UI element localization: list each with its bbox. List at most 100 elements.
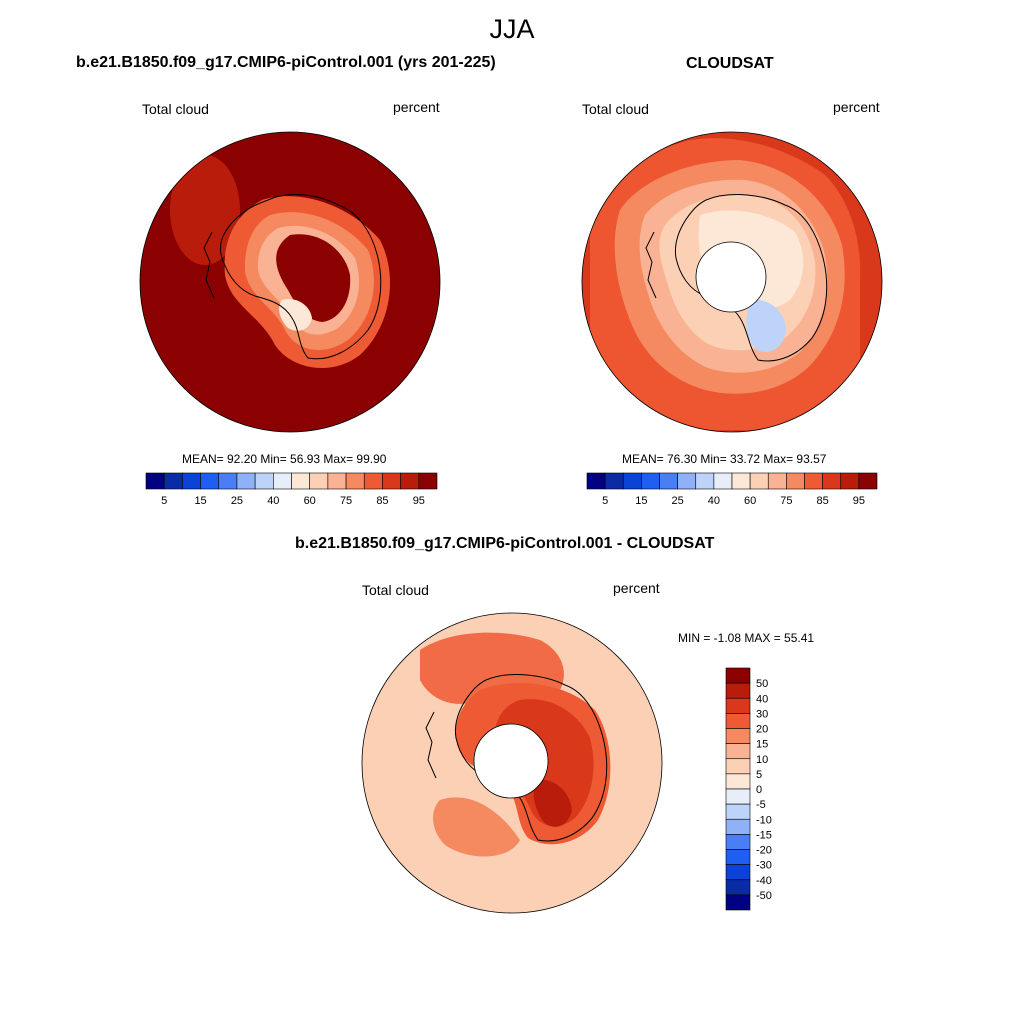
colorbar-tick-label: 25 [231, 495, 243, 507]
colorbar-swatch [749, 472, 769, 490]
colorbar-tick-label: -5 [756, 799, 766, 811]
colorbar-swatch [725, 743, 751, 760]
panel-title-obs: CLOUDSAT [686, 55, 774, 72]
colorbar-swatch [695, 472, 715, 490]
colorbar-swatch [731, 472, 751, 490]
colorbar-tick-label: 40 [708, 495, 720, 507]
colorbar-swatch [713, 472, 733, 490]
units-label-obs: percent [833, 99, 880, 115]
colorbar-tick-label: 30 [756, 708, 768, 720]
colorbar-tick-label: 25 [672, 495, 684, 507]
colorbar-swatch [767, 472, 787, 490]
colorbar-swatch [641, 472, 660, 490]
colorbar-swatch [586, 472, 606, 490]
stats-diff: MIN = -1.08 MAX = 55.41 [678, 631, 815, 645]
colorbar-tick-label: 0 [756, 784, 762, 796]
colorbar-swatch [236, 472, 256, 490]
colorbar-swatch [858, 472, 878, 490]
colorbar-tick-label: 20 [756, 724, 768, 736]
map-border-model [139, 131, 441, 433]
colorbar-swatch [182, 472, 201, 490]
colorbar-swatch [804, 472, 823, 490]
colorbar-swatch [382, 472, 401, 490]
colorbar-tick-label: 95 [853, 495, 865, 507]
colorbar-swatch [363, 472, 383, 490]
colorbar-swatch [200, 472, 220, 490]
page-title: JJA [489, 14, 535, 44]
colorbar-swatch [345, 472, 365, 490]
colorbar-swatch [218, 472, 238, 490]
colorbar-swatch [291, 472, 310, 490]
colorbar-swatch [604, 472, 624, 490]
colorbar-tick-label: -20 [756, 845, 772, 857]
colorbar-swatch [786, 472, 805, 490]
colorbar-tick-label: -40 [756, 875, 772, 887]
colorbar-tick-label: 60 [744, 495, 756, 507]
colorbar-swatch [659, 472, 678, 490]
colorbar-tick-label: -10 [756, 814, 772, 826]
colorbar-tick-label: 60 [304, 495, 316, 507]
colorbar-tick-label: -15 [756, 829, 772, 841]
colorbar-swatch [327, 472, 347, 490]
colorbar-tick-label: 50 [756, 678, 768, 690]
colorbar-swatch [273, 472, 292, 490]
map-border-diff [361, 612, 663, 914]
colorbar-tick-label: 75 [780, 495, 792, 507]
map-border-obs [581, 131, 883, 433]
colorbar-swatch [725, 667, 751, 684]
panel-title-diff: b.e21.B1850.f09_g17.CMIP6-piControl.001 … [295, 535, 715, 552]
colorbar-swatch [622, 472, 642, 490]
map-diff [362, 613, 662, 913]
colorbar-swatch [254, 472, 274, 490]
colorbar-swatch [725, 773, 751, 790]
colorbar-tick-label: 5 [602, 495, 608, 507]
stats-obs: MEAN= 76.30 Min= 33.72 Max= 93.57 [622, 452, 827, 466]
colorbar-swatch [725, 849, 751, 865]
colorbar-swatch [145, 472, 165, 490]
colorbar-model: 5 15 25 40 60 75 85 95 [145, 472, 438, 507]
colorbar-swatch [725, 818, 751, 835]
colorbar-obs: 5 15 25 40 60 75 85 95 [586, 472, 878, 507]
colorbar-swatch [725, 758, 751, 775]
colorbar-swatch [725, 682, 751, 699]
colorbar-swatch [725, 894, 751, 911]
map-obs [582, 132, 882, 432]
colorbar-tick-label: 5 [161, 495, 167, 507]
colorbar-tick-label: 75 [340, 495, 352, 507]
colorbar-swatch [725, 788, 751, 805]
units-label-model: percent [393, 99, 440, 115]
colorbar-swatch [725, 879, 751, 896]
colorbar-swatch [163, 472, 183, 490]
colorbar-swatch [309, 472, 329, 490]
map-model [140, 132, 440, 432]
colorbar-swatch [725, 713, 751, 729]
units-label-diff: percent [613, 580, 660, 596]
colorbar-tick-label: 15 [635, 495, 647, 507]
colorbar-tick-label: -50 [756, 890, 772, 902]
colorbar-swatch [822, 472, 842, 490]
colorbar-swatch [725, 864, 751, 881]
colorbar-tick-label: 95 [413, 495, 425, 507]
colorbar-tick-label: 15 [194, 495, 206, 507]
colorbar-tick-label: 5 [756, 769, 762, 781]
colorbar-tick-label: 15 [756, 739, 768, 751]
colorbar-tick-label: 40 [267, 495, 279, 507]
panel-title-model: b.e21.B1850.f09_g17.CMIP6-piControl.001 … [76, 54, 496, 71]
colorbar-swatch [725, 803, 751, 820]
colorbar-swatch [677, 472, 697, 490]
colorbar-swatch [418, 472, 438, 490]
colorbar-swatch [400, 472, 420, 490]
colorbar-swatch [725, 728, 751, 744]
variable-label-obs: Total cloud [582, 101, 649, 117]
colorbar-tick-label: -30 [756, 860, 772, 872]
colorbar-tick-label: 85 [817, 495, 829, 507]
stats-model: MEAN= 92.20 Min= 56.93 Max= 99.90 [182, 452, 387, 466]
colorbar-swatch [725, 834, 751, 850]
colorbar-swatch [725, 697, 751, 714]
variable-label-model: Total cloud [142, 101, 209, 117]
colorbar-tick-label: 10 [756, 754, 768, 766]
colorbar-tick-label: 40 [756, 693, 768, 705]
variable-label-diff: Total cloud [362, 582, 429, 598]
